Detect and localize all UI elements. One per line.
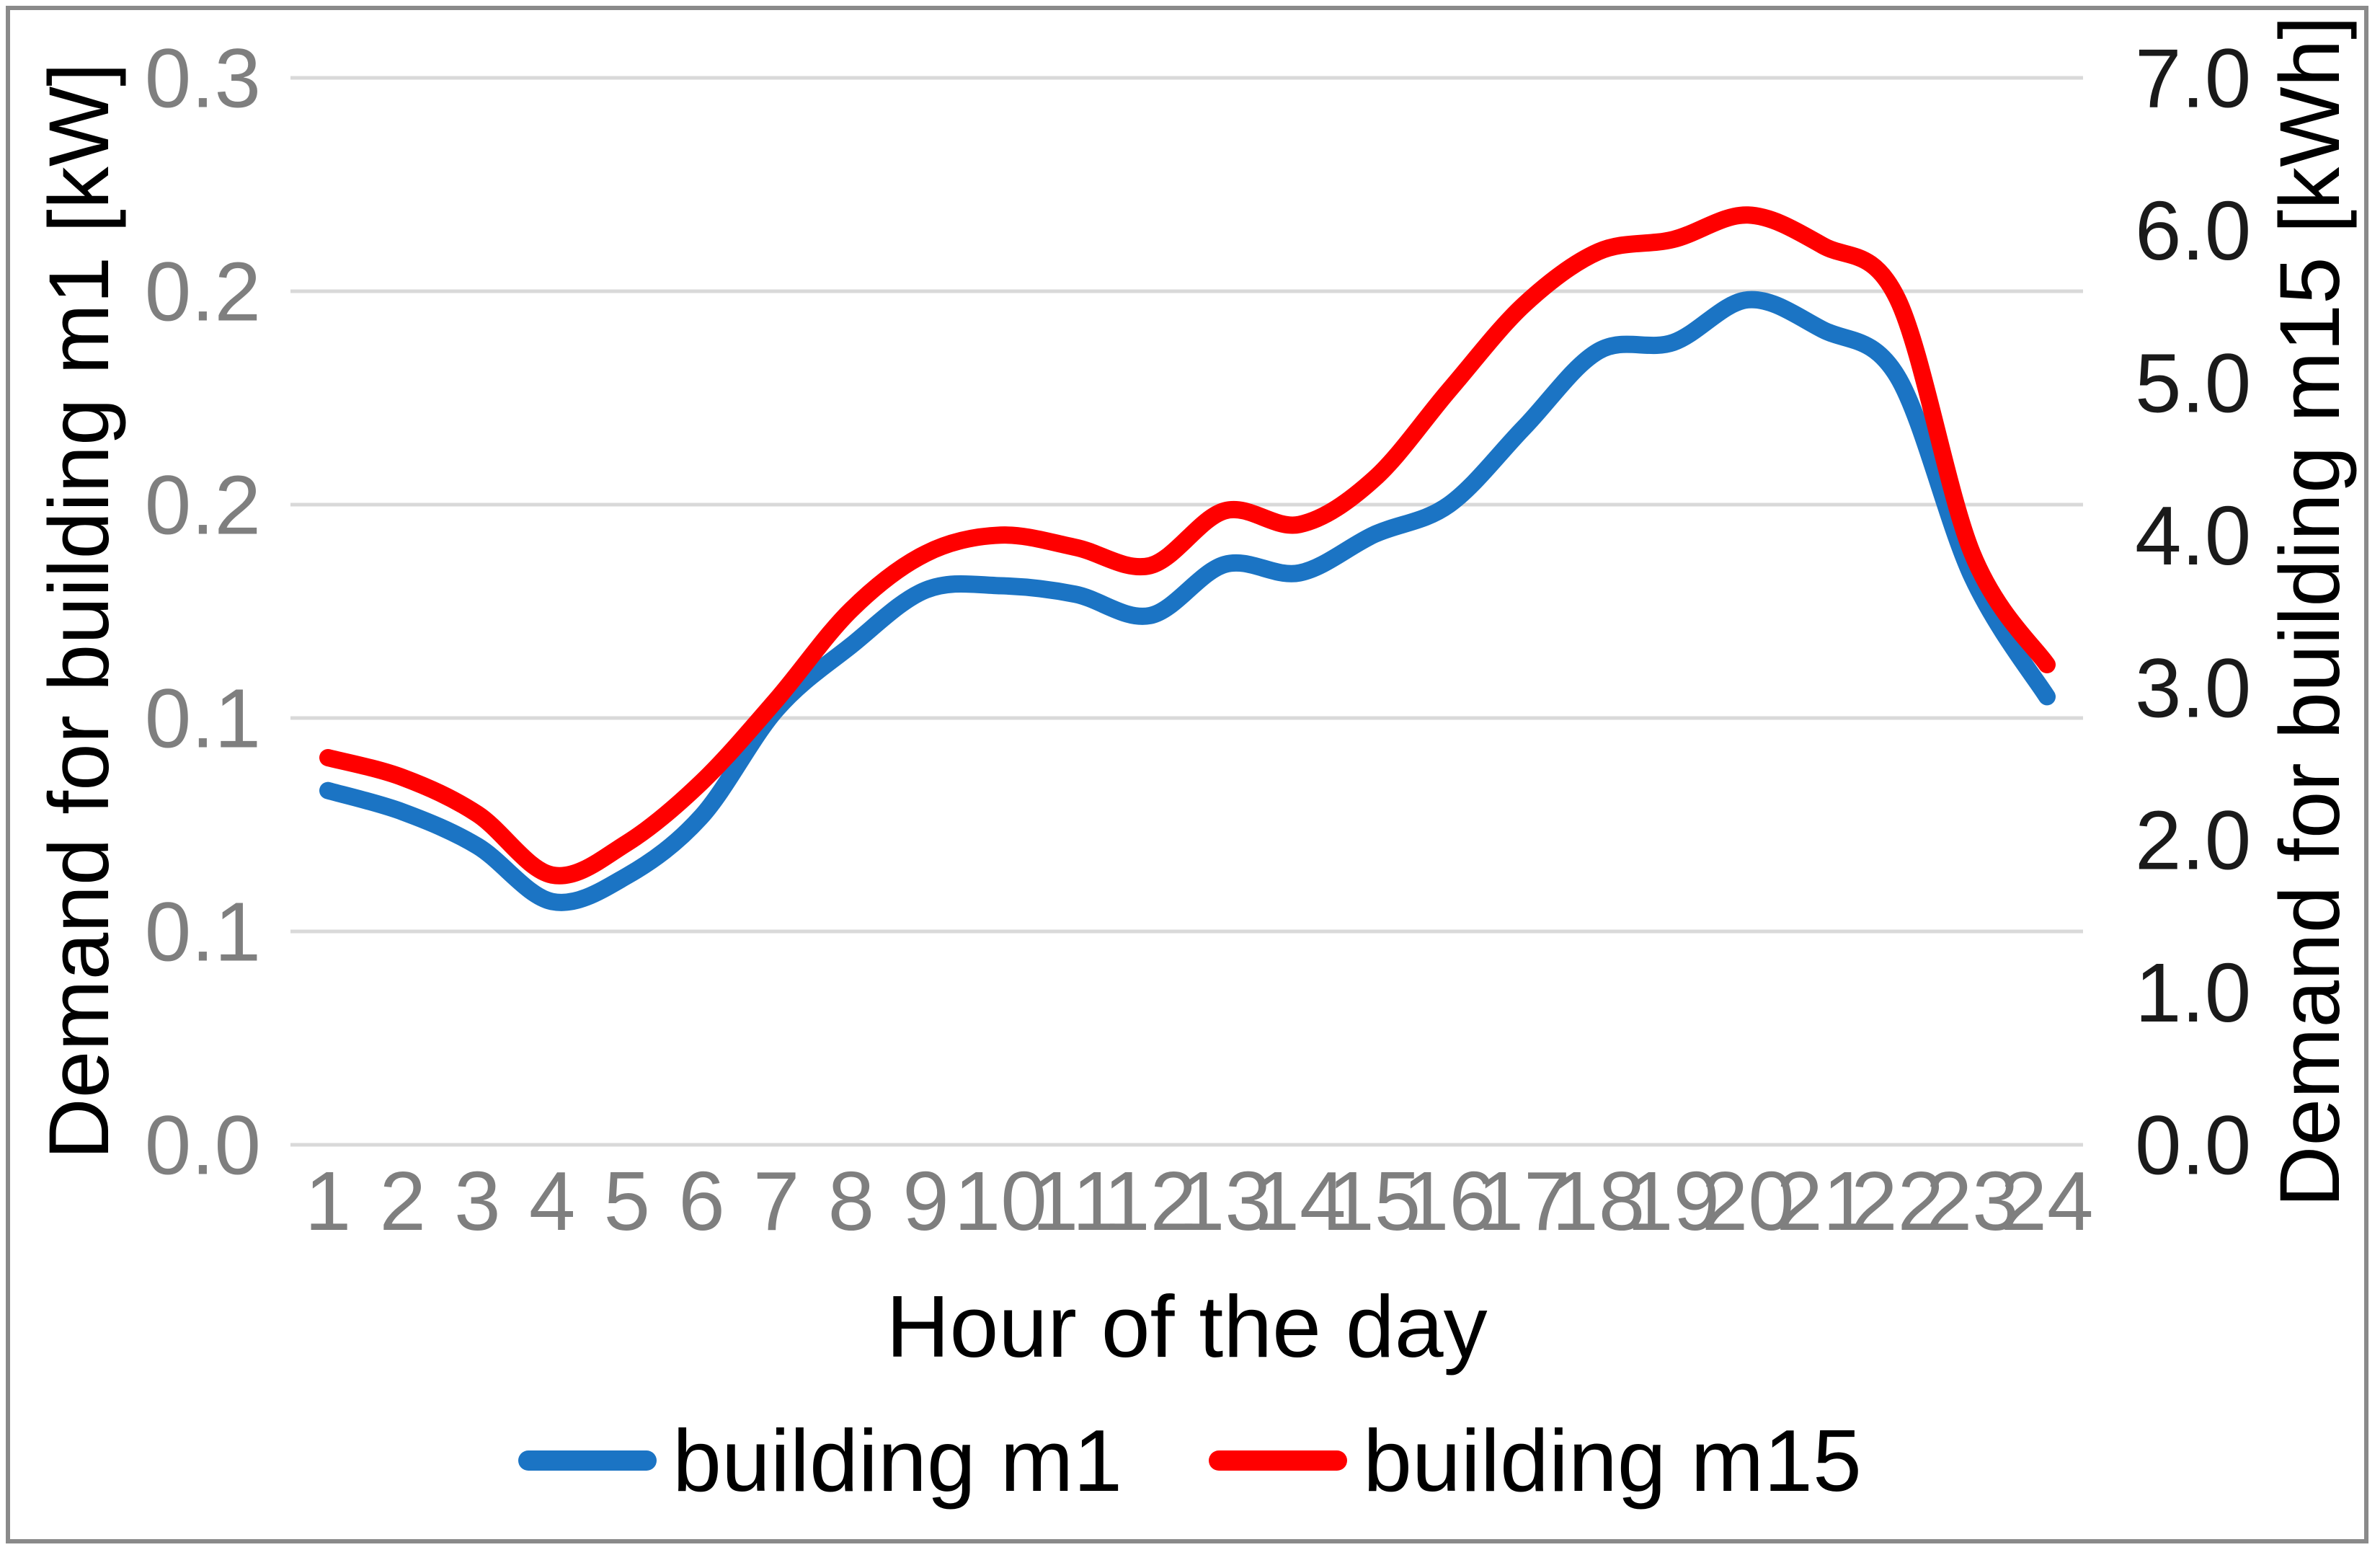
left-axis-tick-label: 0.0 <box>145 1099 261 1192</box>
x-axis-tick-label: 12 <box>1104 1154 1196 1248</box>
legend-item-building-m15: building m15 <box>1209 1417 1862 1505</box>
x-axis-tick-label: 4 <box>529 1154 576 1248</box>
right-axis-tick-label: 2.0 <box>2135 794 2251 887</box>
x-axis-tick-label: 9 <box>902 1154 949 1248</box>
right-axis-tick-label: 5.0 <box>2135 336 2251 430</box>
x-axis-tick-label: 23 <box>1926 1154 2019 1248</box>
legend-swatch-building-m1 <box>518 1450 657 1471</box>
x-axis-tick-label: 3 <box>454 1154 501 1248</box>
right-axis-title: Demand for building m15 [kWh] <box>2249 16 2371 1208</box>
x-axis-tick-label: 1 <box>305 1154 352 1248</box>
right-axis-title-text: Demand for building m15 [kWh] <box>2263 15 2358 1208</box>
x-axis-tick-label: 5 <box>604 1154 651 1248</box>
x-axis-tick-label: 6 <box>678 1154 725 1248</box>
x-axis-tick-label: 13 <box>1178 1154 1271 1248</box>
right-axis-tick-label: 1.0 <box>2135 946 2251 1040</box>
x-axis-tick-label: 7 <box>753 1154 800 1248</box>
left-axis-tick-label: 0.2 <box>145 458 261 552</box>
right-axis-tick-label: 6.0 <box>2135 184 2251 278</box>
legend-item-building-m1: building m1 <box>518 1417 1122 1505</box>
series-line-building-m1 <box>319 291 2056 911</box>
x-axis-tick-label: 20 <box>1702 1154 1795 1248</box>
x-axis-tick-label: 19 <box>1627 1154 1720 1248</box>
x-axis-tick-label: 11 <box>1032 1154 1119 1248</box>
left-axis-title: Demand for building m1 [kW] <box>22 63 137 1160</box>
legend-label-building-m15: building m15 <box>1363 1412 1862 1510</box>
x-axis-tick-label: 21 <box>1776 1154 1869 1248</box>
left-axis-tick-label: 0.3 <box>145 32 261 125</box>
x-axis-title: Hour of the day <box>886 1277 1488 1375</box>
series-line-building-m15 <box>319 206 2056 885</box>
right-axis-tick-label: 4.0 <box>2135 489 2251 582</box>
x-axis-tick-label: 18 <box>1552 1154 1645 1248</box>
x-axis-tick-label: 22 <box>1851 1154 1944 1248</box>
legend-swatch-building-m15 <box>1209 1450 1348 1471</box>
x-axis-tick-label: 14 <box>1253 1154 1346 1248</box>
left-axis-title-text: Demand for building m1 [kW] <box>32 63 127 1160</box>
legend-label-building-m1: building m1 <box>672 1412 1123 1510</box>
x-axis-tick-label: 8 <box>828 1154 875 1248</box>
left-axis-tick-label: 0.1 <box>145 672 261 766</box>
x-axis-tick-label: 24 <box>2000 1154 2093 1248</box>
left-axis-tick-label: 0.1 <box>145 885 261 979</box>
x-axis-tick-label: 17 <box>1478 1154 1571 1248</box>
left-axis-tick-label: 0.2 <box>145 245 261 339</box>
x-axis-tick-label: 16 <box>1403 1154 1496 1248</box>
right-axis-tick-label: 3.0 <box>2135 641 2251 735</box>
chart-legend: building m1 building m15 <box>0 1417 2380 1505</box>
x-axis-tick-label: 2 <box>379 1154 426 1248</box>
x-axis-tick-label: 15 <box>1328 1154 1421 1248</box>
right-axis-tick-label: 0.0 <box>2135 1099 2251 1192</box>
x-axis-tick-label: 10 <box>954 1154 1047 1248</box>
right-axis-tick-label: 7.0 <box>2135 32 2251 125</box>
